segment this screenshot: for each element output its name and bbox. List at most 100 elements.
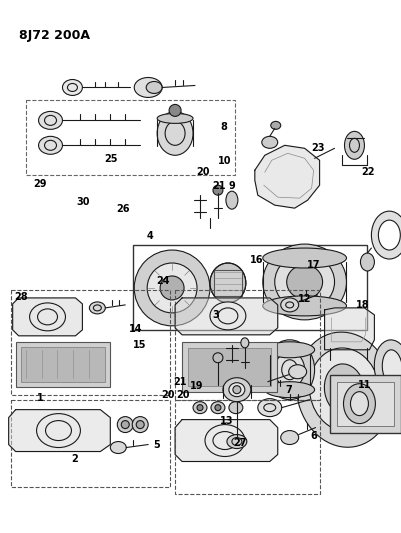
Ellipse shape [217, 271, 237, 295]
Ellipse shape [213, 353, 223, 363]
Ellipse shape [196, 405, 203, 410]
Text: 6: 6 [310, 431, 316, 441]
Text: 28: 28 [15, 292, 28, 302]
Ellipse shape [223, 378, 250, 402]
Ellipse shape [211, 402, 224, 414]
Bar [20, 347, 105, 382]
Ellipse shape [371, 211, 401, 259]
Ellipse shape [147, 263, 196, 313]
Ellipse shape [110, 441, 126, 454]
Ellipse shape [209, 263, 245, 303]
Text: 7: 7 [284, 385, 291, 395]
Ellipse shape [225, 191, 237, 209]
Text: 1: 1 [36, 393, 43, 403]
Text: 10: 10 [217, 156, 231, 166]
Text: 16: 16 [249, 255, 262, 265]
Text: 9: 9 [228, 181, 235, 191]
Ellipse shape [209, 302, 245, 330]
Text: 24: 24 [156, 277, 169, 286]
Text: 11: 11 [357, 379, 370, 390]
Ellipse shape [270, 122, 280, 130]
Ellipse shape [296, 332, 392, 447]
Ellipse shape [324, 364, 364, 415]
Ellipse shape [240, 338, 248, 348]
Text: 13: 13 [220, 416, 233, 426]
Ellipse shape [309, 348, 379, 431]
Bar [336, 382, 393, 425]
Ellipse shape [264, 340, 314, 400]
Bar [175, 400, 319, 495]
Bar [213, 270, 241, 296]
Text: 3: 3 [212, 310, 219, 320]
Polygon shape [254, 146, 319, 208]
Bar [329, 375, 400, 433]
Polygon shape [324, 308, 373, 350]
Ellipse shape [381, 350, 401, 386]
Bar [26, 100, 234, 175]
Ellipse shape [38, 136, 62, 154]
Ellipse shape [136, 421, 144, 429]
Ellipse shape [89, 302, 105, 314]
Ellipse shape [261, 136, 277, 148]
Bar [133, 245, 367, 330]
Text: 20: 20 [161, 390, 174, 400]
Ellipse shape [342, 384, 375, 424]
Text: 25: 25 [104, 154, 117, 164]
Bar [11, 290, 170, 394]
Ellipse shape [38, 111, 62, 130]
Ellipse shape [280, 431, 298, 445]
Bar [11, 400, 170, 487]
Ellipse shape [192, 402, 207, 414]
Ellipse shape [377, 220, 399, 250]
Text: 14: 14 [129, 324, 142, 334]
Ellipse shape [360, 253, 373, 271]
Ellipse shape [157, 114, 192, 123]
Bar [188, 348, 270, 386]
Ellipse shape [262, 248, 346, 268]
Ellipse shape [262, 244, 346, 320]
Ellipse shape [146, 82, 162, 93]
Text: 8J72 200A: 8J72 200A [18, 29, 89, 42]
Bar [182, 342, 276, 392]
Ellipse shape [157, 111, 192, 155]
Ellipse shape [121, 421, 129, 429]
Text: 18: 18 [356, 300, 369, 310]
Text: 22: 22 [361, 167, 374, 177]
Ellipse shape [262, 296, 346, 316]
Ellipse shape [205, 425, 244, 456]
Ellipse shape [373, 340, 401, 395]
Ellipse shape [36, 414, 80, 448]
Text: 2: 2 [71, 454, 78, 464]
Ellipse shape [228, 402, 242, 414]
Text: 15: 15 [133, 340, 146, 350]
Bar [16, 342, 110, 386]
Ellipse shape [169, 104, 180, 116]
Ellipse shape [350, 392, 367, 416]
Polygon shape [12, 298, 82, 336]
Text: 8: 8 [220, 122, 227, 132]
Text: 21: 21 [173, 377, 186, 387]
Ellipse shape [132, 417, 148, 433]
Ellipse shape [62, 79, 82, 95]
Ellipse shape [264, 342, 314, 358]
Ellipse shape [30, 303, 65, 331]
Polygon shape [175, 298, 277, 335]
Text: 20: 20 [176, 390, 189, 400]
Text: 5: 5 [152, 440, 159, 450]
Text: 12: 12 [297, 294, 310, 304]
Polygon shape [9, 410, 110, 451]
Ellipse shape [257, 399, 281, 417]
Text: 30: 30 [76, 197, 89, 207]
Polygon shape [175, 419, 277, 462]
Ellipse shape [213, 185, 223, 195]
Text: 29: 29 [33, 179, 47, 189]
Ellipse shape [274, 254, 334, 310]
Ellipse shape [228, 383, 244, 397]
Ellipse shape [264, 382, 314, 398]
Ellipse shape [117, 417, 133, 433]
Text: 20: 20 [196, 167, 209, 177]
Ellipse shape [215, 405, 221, 410]
Ellipse shape [232, 386, 240, 394]
Text: 21: 21 [212, 181, 225, 191]
Ellipse shape [160, 276, 184, 300]
